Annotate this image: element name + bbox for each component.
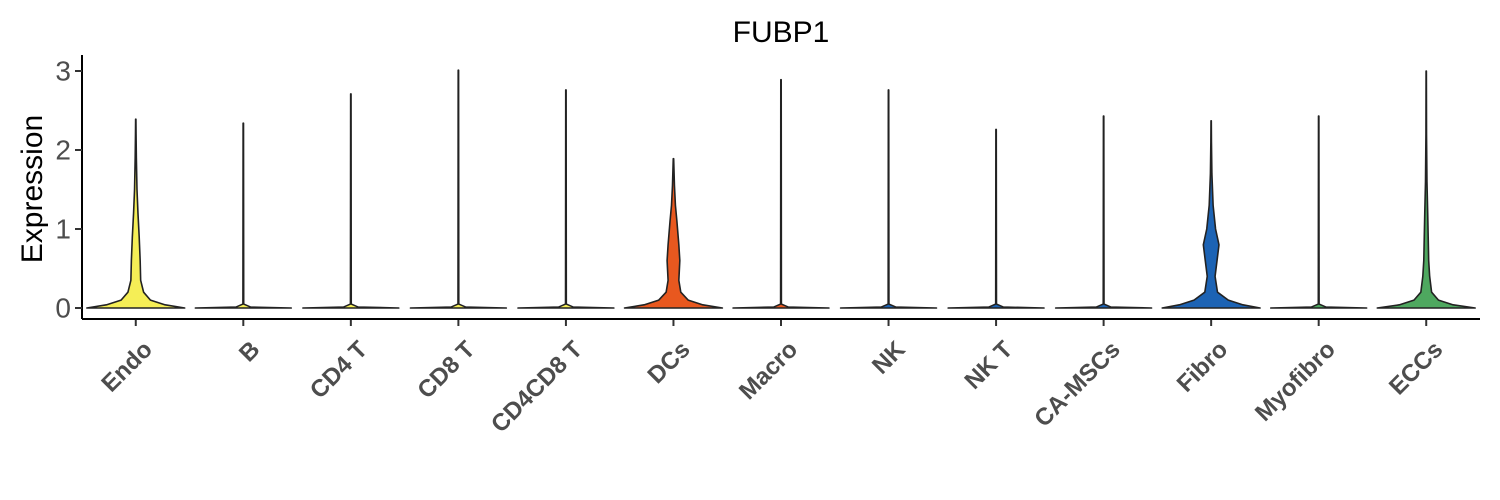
x-tick-label: B [234, 336, 265, 367]
x-tick-label: CD8 T [412, 336, 480, 404]
x-tick-label: Myofibro [1250, 336, 1341, 427]
y-tick-label: 0 [55, 293, 71, 324]
x-tick-label: NK T [960, 336, 1019, 395]
x-axis: Endo B CD4 T CD8 T CD4CD8 T DCs Macro NK NK T CA-… [82, 318, 1480, 438]
y-tick-label: 2 [55, 135, 71, 166]
x-tick-label: Endo [96, 336, 158, 398]
x-tick-label: ECCs [1384, 336, 1448, 400]
violin-b [194, 122, 293, 309]
x-tick-label: CD4CD8 T [486, 336, 588, 438]
violin-eccs [1376, 70, 1476, 309]
y-axis-label: Expression [16, 115, 49, 263]
violin-fibro [1161, 119, 1261, 309]
x-tick-label: CD4 T [305, 336, 373, 404]
violin-dcs [623, 157, 724, 309]
violin-endo [86, 118, 186, 309]
violin-myofibro [1269, 115, 1368, 309]
violin-cd4cd8-t [517, 89, 615, 309]
y-tick-label: 1 [55, 214, 71, 245]
x-tick-label: Fibro [1172, 336, 1234, 398]
y-axis: 0 1 2 3 [55, 55, 83, 324]
y-tick-label: 3 [55, 56, 71, 87]
violin-nk-t [947, 128, 1045, 309]
x-tick-label: Macro [734, 336, 803, 405]
chart-title: FUBP1 [733, 16, 830, 49]
violin-layer [86, 69, 1476, 309]
x-tick-label: CA-MSCs [1029, 336, 1125, 432]
violin-ca-mscs [1054, 115, 1153, 309]
violin-nk [839, 89, 938, 309]
x-tick-label: NK [867, 336, 911, 380]
x-tick-label: DCs [643, 336, 696, 389]
violin-cd4-t [302, 93, 400, 309]
violin-macro [732, 78, 830, 309]
violin-cd8-t [409, 69, 508, 309]
